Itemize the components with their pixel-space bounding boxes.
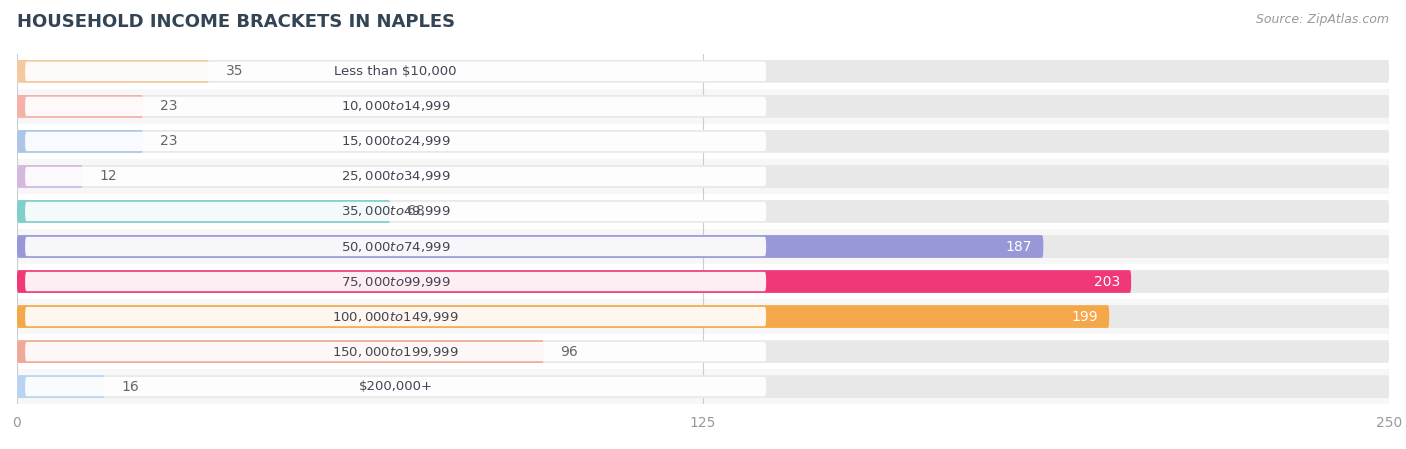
FancyBboxPatch shape [17, 130, 1389, 153]
FancyBboxPatch shape [25, 202, 766, 221]
FancyBboxPatch shape [25, 167, 766, 186]
Bar [17, 159, 1389, 194]
FancyBboxPatch shape [17, 235, 1389, 258]
FancyBboxPatch shape [17, 95, 143, 118]
FancyBboxPatch shape [17, 375, 1389, 398]
Text: Source: ZipAtlas.com: Source: ZipAtlas.com [1256, 13, 1389, 26]
Text: $10,000 to $14,999: $10,000 to $14,999 [340, 99, 450, 114]
Text: $100,000 to $149,999: $100,000 to $149,999 [332, 309, 458, 324]
FancyBboxPatch shape [17, 60, 1389, 83]
Text: 68: 68 [406, 204, 425, 219]
Bar [17, 229, 1389, 264]
Text: $200,000+: $200,000+ [359, 380, 433, 393]
FancyBboxPatch shape [17, 200, 1389, 223]
Bar [17, 89, 1389, 124]
Bar [17, 194, 1389, 229]
FancyBboxPatch shape [17, 165, 83, 188]
Text: $25,000 to $34,999: $25,000 to $34,999 [340, 169, 450, 184]
FancyBboxPatch shape [17, 270, 1389, 293]
Bar [17, 264, 1389, 299]
FancyBboxPatch shape [25, 97, 766, 116]
FancyBboxPatch shape [17, 340, 1389, 363]
FancyBboxPatch shape [17, 305, 1109, 328]
Text: $50,000 to $74,999: $50,000 to $74,999 [340, 239, 450, 254]
Bar [17, 299, 1389, 334]
Text: 187: 187 [1005, 239, 1032, 254]
FancyBboxPatch shape [17, 60, 209, 83]
FancyBboxPatch shape [25, 272, 766, 291]
Bar [17, 334, 1389, 369]
FancyBboxPatch shape [17, 165, 1389, 188]
FancyBboxPatch shape [17, 235, 1043, 258]
FancyBboxPatch shape [17, 375, 104, 398]
Text: Less than $10,000: Less than $10,000 [335, 65, 457, 78]
Text: 203: 203 [1094, 274, 1121, 289]
Text: $150,000 to $199,999: $150,000 to $199,999 [332, 344, 458, 359]
FancyBboxPatch shape [17, 200, 389, 223]
Text: $15,000 to $24,999: $15,000 to $24,999 [340, 134, 450, 149]
FancyBboxPatch shape [17, 270, 1132, 293]
FancyBboxPatch shape [17, 340, 544, 363]
Text: $35,000 to $49,999: $35,000 to $49,999 [340, 204, 450, 219]
Text: 96: 96 [560, 344, 578, 359]
FancyBboxPatch shape [17, 130, 143, 153]
Bar [17, 124, 1389, 159]
Bar [17, 54, 1389, 89]
FancyBboxPatch shape [17, 305, 1389, 328]
Bar [17, 369, 1389, 404]
FancyBboxPatch shape [25, 342, 766, 361]
Text: 16: 16 [121, 379, 139, 394]
Text: 23: 23 [160, 134, 177, 149]
Text: 199: 199 [1071, 309, 1098, 324]
Text: 12: 12 [100, 169, 117, 184]
Text: 35: 35 [225, 64, 243, 79]
FancyBboxPatch shape [17, 95, 1389, 118]
FancyBboxPatch shape [25, 62, 766, 81]
FancyBboxPatch shape [25, 377, 766, 396]
Text: HOUSEHOLD INCOME BRACKETS IN NAPLES: HOUSEHOLD INCOME BRACKETS IN NAPLES [17, 13, 456, 31]
FancyBboxPatch shape [25, 307, 766, 326]
Text: $75,000 to $99,999: $75,000 to $99,999 [340, 274, 450, 289]
FancyBboxPatch shape [25, 132, 766, 151]
FancyBboxPatch shape [25, 237, 766, 256]
Text: 23: 23 [160, 99, 177, 114]
